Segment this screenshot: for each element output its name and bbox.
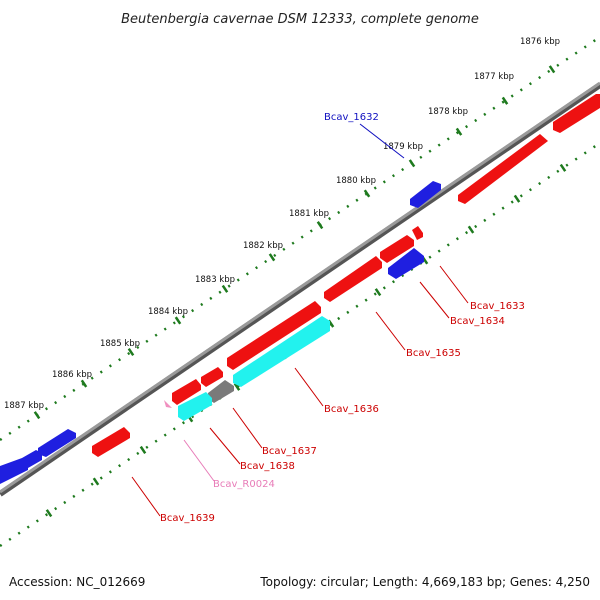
kbp-tick [233,382,241,391]
kbp-tick [316,221,324,230]
gene-forward-left-1[interactable] [38,429,76,457]
gene-reverse-top-right[interactable] [553,94,600,133]
gene-reverse-large-1[interactable] [458,134,548,204]
kbp-tick [33,411,41,420]
gene-reverse-3[interactable] [412,226,423,240]
kbp-labels: 1876 kbp 1877 kbp 1878 kbp 1879 kbp 1880… [4,37,560,411]
kbp-label: 1880 kbp [336,176,376,186]
gene-bcav-1632[interactable] [410,181,441,208]
kbp-ticks [33,65,567,518]
kbp-tick [408,159,416,168]
kbp-label: 1882 kbp [243,241,283,251]
kbp-tick [467,225,475,234]
rna-bcav-1635[interactable] [233,316,330,387]
gene-bcav-1634[interactable] [388,248,424,279]
gene-bcav-1637-red[interactable] [201,367,223,387]
kbp-tick [268,253,276,262]
rna-bcav-1638[interactable] [178,392,212,421]
gene-label[interactable]: Bcav_1632 [324,112,379,123]
gene-bcav-1636-red[interactable] [227,301,321,370]
gene-bcav-1634-top[interactable] [324,256,382,302]
gene-bcav-1638-red[interactable] [172,379,201,405]
gene-bcav-1639[interactable] [92,427,130,457]
gene-features [0,94,600,484]
kbp-tick [501,96,509,105]
map-title: Beutenbergia cavernae DSM 12333, complet… [121,12,479,27]
accession-text: Accession: NC_012669 [9,575,145,589]
kbp-tick [559,163,567,172]
kbp-tick [92,477,100,486]
genome-summary-text: Topology: circular; Length: 4,669,183 bp… [259,575,590,589]
kbp-label: 1879 kbp [383,142,423,152]
kbp-tick [127,347,135,357]
kbp-tick [455,127,463,136]
kbp-label: 1876 kbp [520,37,560,47]
gene-label[interactable]: Bcav_1634 [450,316,505,327]
backbone [0,81,600,497]
gene-label[interactable]: Bcav_R0024 [213,479,275,490]
kbp-label: 1878 kbp [428,107,468,117]
gene-label[interactable]: Bcav_1635 [406,348,461,359]
gene-label[interactable]: Bcav_1636 [324,404,379,415]
gene-bcav-1633[interactable] [380,235,414,263]
pseudo-bcav-1637[interactable] [208,380,234,403]
kbp-tick [174,316,182,325]
gene-forward-left-3[interactable] [0,458,28,484]
kbp-label: 1883 kbp [195,275,235,285]
kbp-tick [80,379,88,388]
kbp-label: 1885 kbp [100,339,140,349]
kbp-tick [221,284,229,293]
gene-label[interactable]: Bcav_1638 [240,461,295,472]
kbp-label: 1881 kbp [289,209,329,219]
kbp-tick [363,189,371,198]
gene-labels: Bcav_1632 Bcav_1633 Bcav_1634 Bcav_1635 … [160,112,525,524]
kbp-label: 1887 kbp [4,401,44,411]
gene-label[interactable]: Bcav_1633 [470,301,525,312]
misc-bcav-r0024[interactable] [164,400,172,408]
kbp-tick [139,445,147,454]
gene-label[interactable]: Bcav_1637 [262,446,317,457]
kbp-tick [513,194,521,203]
kbp-tick [548,65,556,74]
gene-label[interactable]: Bcav_1639 [160,513,215,524]
kbp-label: 1877 kbp [474,72,514,82]
kbp-tick [374,288,382,297]
kbp-label: 1886 kbp [52,370,92,380]
kbp-tick [45,509,53,518]
kbp-label: 1884 kbp [148,307,188,317]
label-leaders [131,123,469,517]
